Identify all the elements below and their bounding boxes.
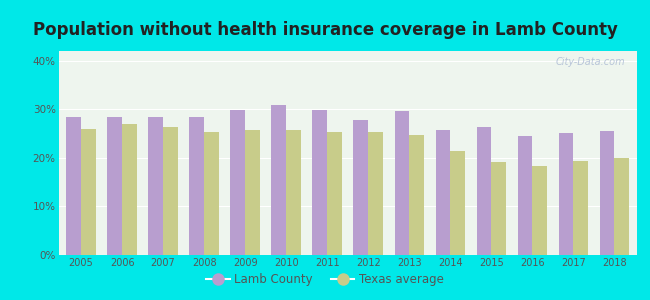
Bar	[395, 111, 410, 255]
Bar	[66, 117, 81, 255]
Bar	[272, 105, 286, 255]
Bar	[517, 136, 532, 255]
Bar	[327, 132, 342, 255]
Bar	[436, 130, 450, 255]
Bar	[558, 133, 573, 255]
Bar	[410, 134, 424, 255]
Bar	[573, 161, 588, 255]
Bar	[532, 166, 547, 255]
Bar	[491, 162, 506, 255]
Text: City-Data.com: City-Data.com	[556, 57, 625, 67]
Bar	[369, 132, 383, 255]
Bar	[204, 132, 219, 255]
Bar	[354, 121, 369, 255]
Bar	[245, 130, 260, 255]
Bar	[189, 117, 204, 255]
Bar	[122, 124, 137, 255]
Bar	[450, 151, 465, 255]
Legend: Lamb County, Texas average: Lamb County, Texas average	[202, 269, 448, 291]
Bar	[148, 117, 163, 255]
Bar	[81, 129, 96, 255]
Bar	[286, 130, 301, 255]
Bar	[614, 158, 629, 255]
Bar	[600, 131, 614, 255]
Bar	[163, 127, 178, 255]
Bar	[313, 110, 327, 255]
Bar	[107, 117, 122, 255]
Bar	[476, 127, 491, 255]
Bar	[230, 110, 245, 255]
Text: Population without health insurance coverage in Lamb County: Population without health insurance cove…	[32, 21, 617, 39]
